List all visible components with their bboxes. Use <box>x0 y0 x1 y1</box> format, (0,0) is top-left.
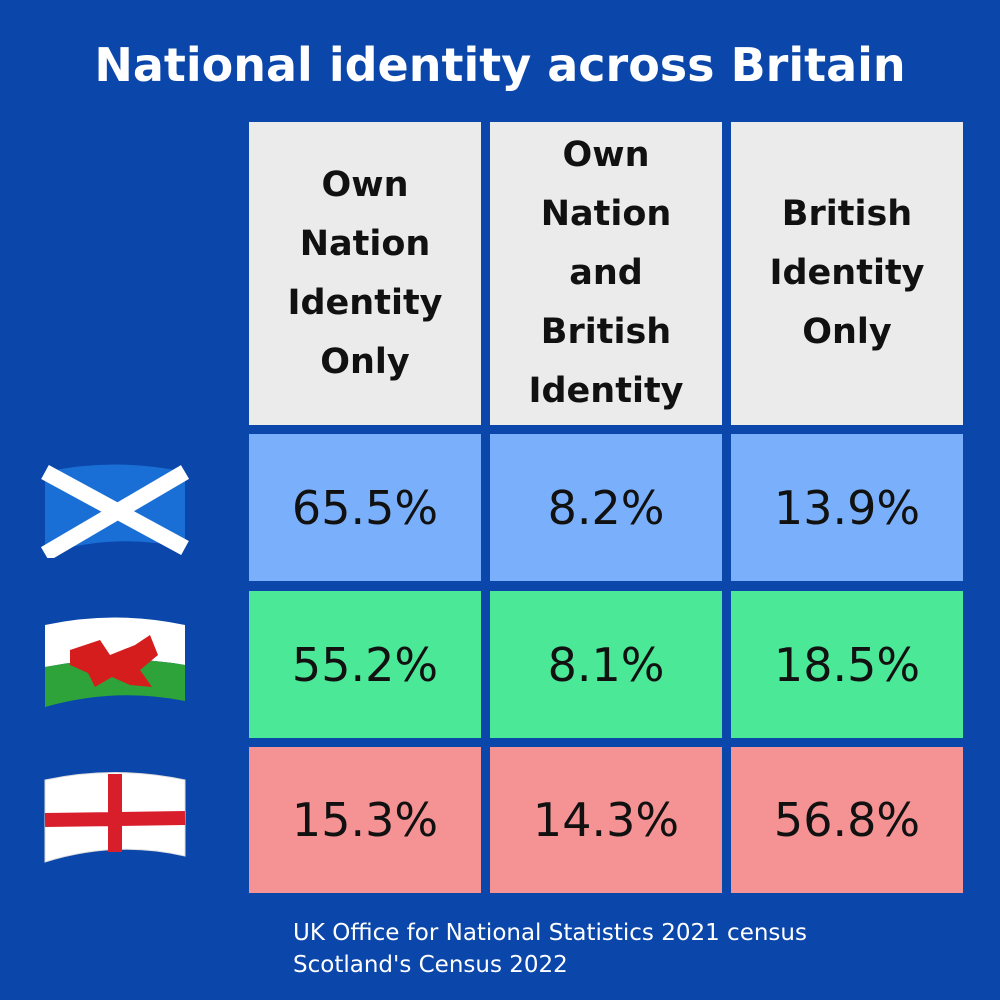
source: Scotland's Census 2022 <box>293 952 568 978</box>
table-cell: 18.5% <box>731 591 963 738</box>
column-header: Own Nation Identity Only <box>249 122 481 425</box>
table-cell: 55.2% <box>249 591 481 738</box>
table-cell: 8.2% <box>490 434 722 581</box>
title: National identity across Britain <box>94 38 906 92</box>
table-cell: 14.3% <box>490 747 722 893</box>
table-cell: 56.8% <box>731 747 963 893</box>
column-header: Own Nation and British Identity <box>490 122 722 425</box>
column-header: British Identity Only <box>731 122 963 425</box>
table-cell: 8.1% <box>490 591 722 738</box>
table-cell: 15.3% <box>249 747 481 893</box>
flag-england <box>44 772 186 863</box>
table-cell: 65.5% <box>249 434 481 581</box>
flag-wales <box>45 617 185 707</box>
source: UK Office for National Statistics 2021 c… <box>293 920 807 946</box>
flag-scotland <box>40 464 190 558</box>
table-cell: 13.9% <box>731 434 963 581</box>
